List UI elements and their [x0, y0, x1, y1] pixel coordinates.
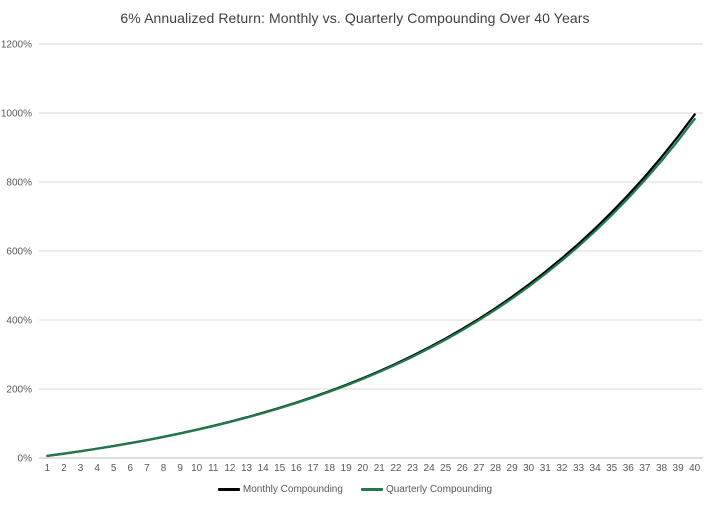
chart-title: 6% Annualized Return: Monthly vs. Quarte…: [120, 10, 590, 26]
svg-text:34: 34: [590, 463, 602, 474]
svg-text:1200%: 1200%: [1, 40, 32, 51]
svg-text:28: 28: [490, 463, 502, 474]
svg-text:39: 39: [673, 463, 685, 474]
svg-text:11: 11: [208, 463, 219, 474]
svg-text:36: 36: [623, 463, 635, 474]
svg-text:2: 2: [61, 463, 67, 474]
svg-text:9: 9: [177, 463, 183, 474]
svg-text:24: 24: [424, 463, 436, 474]
svg-text:38: 38: [656, 463, 668, 474]
legend-item-quarterly: Quarterly Compounding: [360, 484, 493, 495]
svg-text:27: 27: [473, 463, 485, 474]
svg-text:5: 5: [111, 463, 117, 474]
svg-text:4: 4: [94, 463, 100, 474]
svg-text:15: 15: [274, 463, 286, 474]
svg-text:26: 26: [457, 463, 469, 474]
svg-text:12: 12: [224, 463, 236, 474]
monthly-line-swatch-icon: [217, 488, 240, 491]
svg-text:18: 18: [324, 463, 336, 474]
svg-text:1000%: 1000%: [1, 109, 32, 120]
svg-text:33: 33: [573, 463, 585, 474]
svg-text:32: 32: [556, 463, 568, 474]
svg-text:14: 14: [258, 463, 270, 474]
svg-text:8: 8: [161, 463, 167, 474]
svg-text:35: 35: [606, 463, 618, 474]
svg-text:400%: 400%: [6, 316, 32, 327]
svg-text:23: 23: [407, 463, 419, 474]
svg-text:7: 7: [144, 463, 150, 474]
svg-text:0%: 0%: [18, 454, 33, 465]
legend-label-monthly: Monthly Compounding: [242, 484, 343, 495]
quarterly-line-swatch-icon: [360, 488, 383, 491]
svg-text:22: 22: [390, 463, 402, 474]
svg-text:25: 25: [440, 463, 452, 474]
chart-legend: Monthly Compounding Quarterly Compoundin…: [0, 484, 710, 495]
svg-text:31: 31: [540, 463, 552, 474]
svg-text:40: 40: [689, 463, 701, 474]
svg-text:16: 16: [291, 463, 303, 474]
svg-text:29: 29: [507, 463, 519, 474]
svg-text:37: 37: [639, 463, 651, 474]
legend-label-quarterly: Quarterly Compounding: [385, 484, 493, 495]
svg-text:200%: 200%: [6, 385, 32, 396]
legend-item-monthly: Monthly Compounding: [217, 484, 343, 495]
svg-text:800%: 800%: [6, 178, 32, 189]
svg-text:20: 20: [357, 463, 369, 474]
svg-text:13: 13: [241, 463, 253, 474]
svg-text:6: 6: [128, 463, 134, 474]
svg-text:17: 17: [307, 463, 319, 474]
svg-text:30: 30: [523, 463, 535, 474]
svg-text:3: 3: [78, 463, 84, 474]
svg-text:19: 19: [341, 463, 353, 474]
svg-text:21: 21: [374, 463, 386, 474]
svg-text:10: 10: [191, 463, 203, 474]
svg-text:1: 1: [45, 463, 51, 474]
svg-text:600%: 600%: [6, 247, 32, 258]
